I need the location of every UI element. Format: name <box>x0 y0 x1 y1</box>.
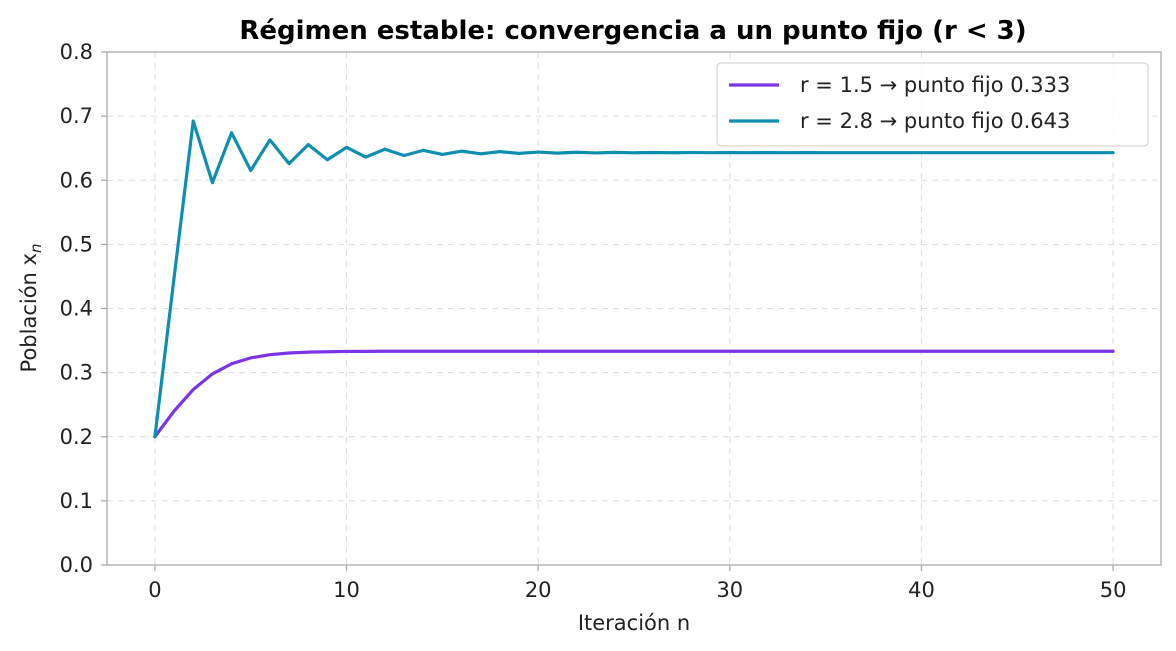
y-tick-label: 0.8 <box>60 40 93 64</box>
y-axis-label-main: Población x <box>17 253 41 372</box>
x-tick-label: 30 <box>716 578 743 602</box>
x-tick-label: 50 <box>1100 578 1127 602</box>
y-tick-labels: 0.0 0.1 0.2 0.3 0.4 0.5 0.6 0.7 0.8 <box>60 40 107 577</box>
y-tick-label: 0.0 <box>60 553 93 577</box>
y-tick-label: 0.3 <box>60 361 93 385</box>
y-axis-label: Población xn <box>17 244 45 373</box>
y-tick-label: 0.7 <box>60 104 93 128</box>
chart-title: Régimen estable: convergencia a un punto… <box>239 16 1026 46</box>
legend-label-2: r = 2.8 → punto fijo 0.643 <box>800 109 1070 133</box>
series-line-1 <box>155 351 1113 436</box>
x-axis-label: Iteración n <box>578 611 690 635</box>
y-tick-label: 0.1 <box>60 489 93 513</box>
series-lines <box>155 121 1113 437</box>
y-tick-label: 0.4 <box>60 297 93 321</box>
series-line-2 <box>155 121 1113 437</box>
x-tick-labels: 0 10 20 30 40 50 <box>148 565 1126 602</box>
y-tick-label: 0.2 <box>60 425 93 449</box>
legend: r = 1.5 → punto fijo 0.333 r = 2.8 → punt… <box>717 63 1148 146</box>
legend-label-1: r = 1.5 → punto fijo 0.333 <box>800 73 1070 97</box>
y-axis-label-subscript: n <box>27 244 45 254</box>
x-tick-label: 0 <box>148 578 161 602</box>
x-tick-label: 10 <box>333 578 360 602</box>
y-tick-label: 0.5 <box>60 232 93 256</box>
x-tick-label: 40 <box>908 578 935 602</box>
x-tick-label: 20 <box>525 578 552 602</box>
y-tick-label: 0.6 <box>60 168 93 192</box>
